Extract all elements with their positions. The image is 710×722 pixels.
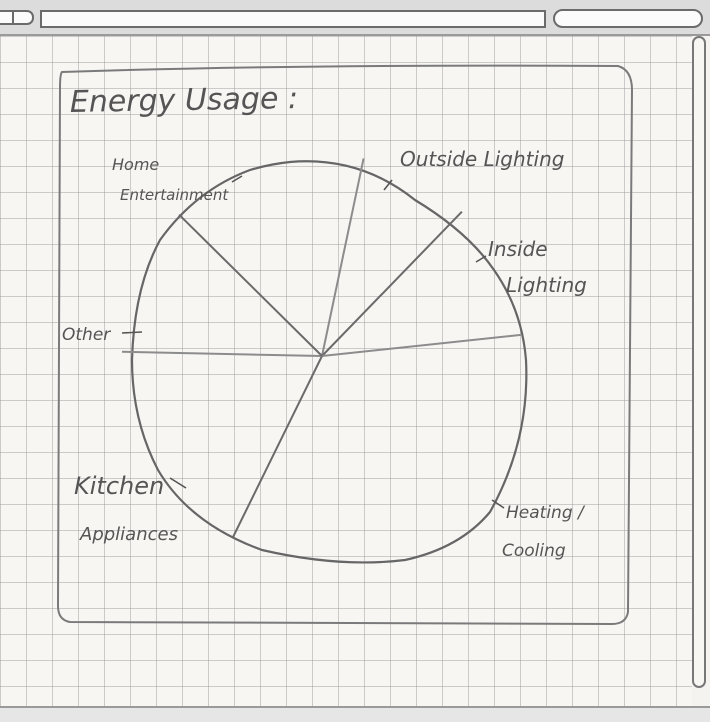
slice-boundary-5: [178, 213, 323, 357]
label-outside-lighting: Outside Lighting: [400, 147, 564, 171]
slice-boundary-3: [232, 355, 323, 538]
tick-other: [121, 331, 143, 334]
label-kitchen: Kitchen: [74, 472, 164, 500]
forward-button[interactable]: [12, 10, 34, 25]
tick-home: [231, 175, 243, 183]
tick-outside-lighting: [383, 179, 393, 191]
label-inside-2: Lighting: [506, 273, 587, 297]
label-cooling: Cooling: [502, 541, 566, 561]
label-entertainment: Entertainment: [120, 186, 229, 204]
slice-boundary-4: [121, 350, 323, 357]
label-heating: Heating /: [506, 503, 586, 523]
label-home: Home: [112, 155, 159, 174]
pie-outline: [130, 160, 528, 564]
tick-inside-lighting: [475, 255, 487, 263]
slice-boundary-1: [321, 211, 463, 357]
slice-boundary-2: [321, 333, 522, 357]
tick-heating: [491, 499, 505, 509]
chart-frame: [56, 64, 634, 626]
status-bar: [0, 706, 710, 722]
chart-title: Energy Usage :: [70, 81, 299, 120]
label-inside-1: Inside: [488, 237, 548, 261]
slice-boundary-0: [321, 158, 365, 357]
vertical-scrollbar[interactable]: [692, 36, 706, 688]
browser-toolbar: [0, 0, 710, 36]
address-bar[interactable]: [40, 10, 546, 28]
label-other: Other: [62, 325, 111, 345]
tick-kitchen: [169, 477, 187, 489]
search-field[interactable]: [553, 9, 703, 28]
label-appliances: Appliances: [79, 524, 178, 545]
content-area: [0, 36, 692, 706]
